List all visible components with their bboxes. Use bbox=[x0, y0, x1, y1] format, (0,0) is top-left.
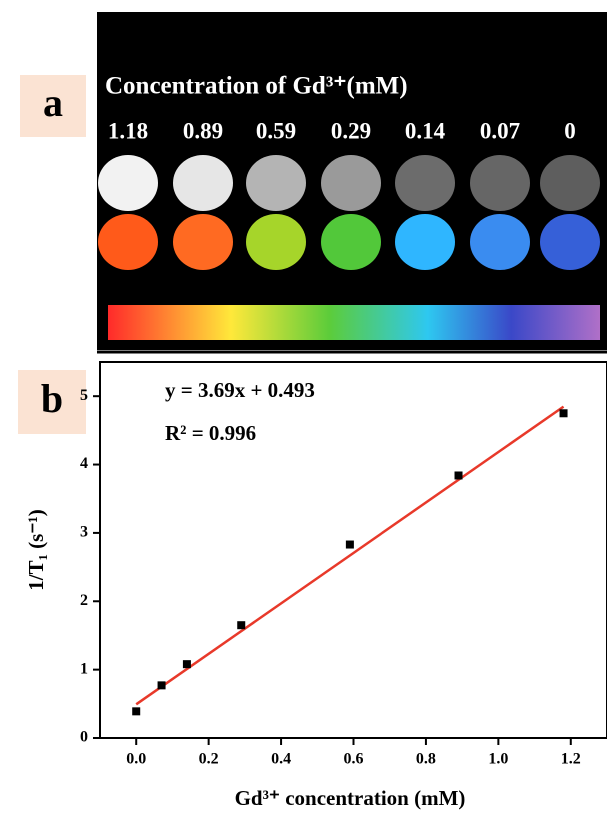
data-point bbox=[345, 540, 354, 549]
gray-sample bbox=[470, 155, 530, 211]
label-box bbox=[20, 75, 86, 137]
x-axis-label: Gd³⁺ concentration (mM) bbox=[235, 786, 466, 810]
label-box bbox=[18, 370, 86, 434]
panel-label: b bbox=[41, 376, 63, 421]
y-tick-label: 5 bbox=[80, 387, 88, 404]
data-point bbox=[237, 621, 246, 630]
y-tick-label: 2 bbox=[80, 592, 88, 609]
concentration-label: 1.18 bbox=[108, 118, 148, 143]
x-tick-label: 0.6 bbox=[344, 751, 364, 768]
data-point bbox=[559, 409, 568, 418]
gray-sample bbox=[246, 155, 306, 211]
gray-sample bbox=[173, 155, 233, 211]
r-squared: R² = 0.996 bbox=[165, 421, 256, 445]
data-point bbox=[157, 681, 166, 690]
data-point bbox=[132, 707, 141, 716]
gray-sample bbox=[540, 155, 600, 211]
concentration-label: 0.07 bbox=[480, 118, 520, 143]
color-sample bbox=[395, 214, 455, 270]
data-point bbox=[182, 660, 191, 669]
x-tick-label: 0.0 bbox=[126, 751, 146, 768]
x-tick-label: 1.0 bbox=[488, 751, 508, 768]
x-tick-label: 0.2 bbox=[199, 751, 219, 768]
gray-sample bbox=[321, 155, 381, 211]
concentration-label: 0.14 bbox=[405, 118, 446, 143]
y-tick-label: 3 bbox=[80, 524, 88, 541]
color-sample bbox=[98, 214, 158, 270]
concentration-label: 0 bbox=[564, 118, 576, 143]
panel-title: Concentration of Gd³⁺(mM) bbox=[105, 73, 408, 100]
colorbar bbox=[108, 305, 600, 340]
color-sample bbox=[246, 214, 306, 270]
x-tick-label: 0.4 bbox=[271, 751, 291, 768]
color-sample bbox=[470, 214, 530, 270]
color-sample bbox=[321, 214, 381, 270]
concentration-label: 0.29 bbox=[331, 118, 371, 143]
gray-sample bbox=[395, 155, 455, 211]
y-axis-label: 1/T₁ (s⁻¹) bbox=[24, 509, 48, 590]
gray-sample bbox=[98, 155, 158, 211]
panel-label: a bbox=[43, 80, 63, 125]
color-sample bbox=[540, 214, 600, 270]
concentration-label: 0.59 bbox=[256, 118, 296, 143]
data-point bbox=[454, 471, 463, 480]
plot-frame bbox=[99, 361, 607, 739]
y-tick-label: 0 bbox=[80, 729, 88, 746]
fit-line bbox=[135, 405, 565, 706]
color-sample bbox=[173, 214, 233, 270]
y-tick-label: 4 bbox=[80, 455, 88, 472]
y-tick-label: 1 bbox=[80, 660, 88, 677]
concentration-label: 0.89 bbox=[183, 118, 223, 143]
x-tick-label: 1.2 bbox=[561, 751, 581, 768]
equation: y = 3.69x + 0.493 bbox=[165, 378, 315, 402]
x-tick-label: 0.8 bbox=[416, 751, 436, 768]
